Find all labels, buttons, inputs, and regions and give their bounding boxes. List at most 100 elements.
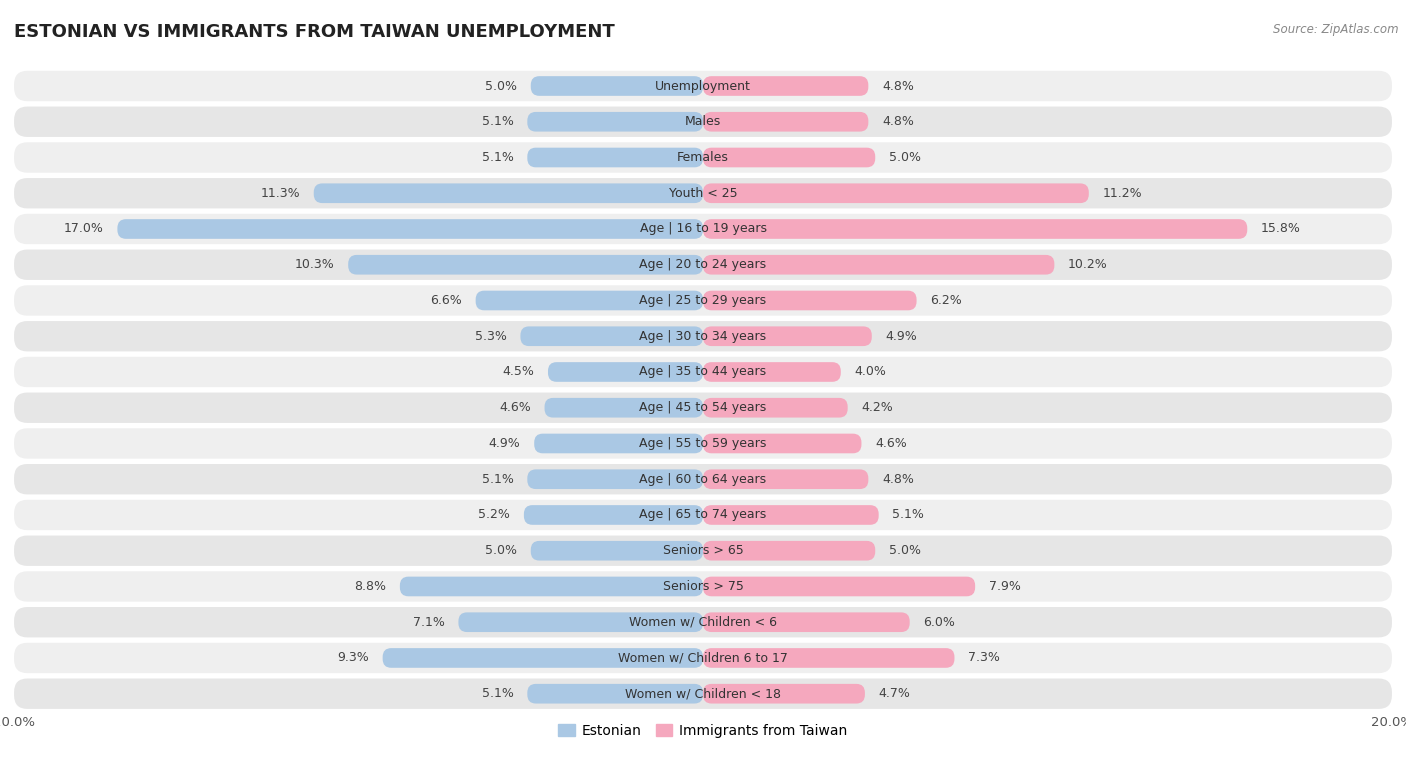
- FancyBboxPatch shape: [544, 398, 703, 418]
- FancyBboxPatch shape: [14, 357, 1392, 387]
- Text: 5.1%: 5.1%: [482, 687, 513, 700]
- FancyBboxPatch shape: [14, 572, 1392, 602]
- Text: 4.6%: 4.6%: [875, 437, 907, 450]
- Text: Males: Males: [685, 115, 721, 128]
- Text: 5.1%: 5.1%: [482, 151, 513, 164]
- FancyBboxPatch shape: [703, 612, 910, 632]
- FancyBboxPatch shape: [703, 398, 848, 418]
- FancyBboxPatch shape: [382, 648, 703, 668]
- FancyBboxPatch shape: [14, 285, 1392, 316]
- FancyBboxPatch shape: [399, 577, 703, 597]
- FancyBboxPatch shape: [531, 541, 703, 560]
- FancyBboxPatch shape: [703, 541, 875, 560]
- Text: Age | 25 to 29 years: Age | 25 to 29 years: [640, 294, 766, 307]
- Text: ESTONIAN VS IMMIGRANTS FROM TAIWAN UNEMPLOYMENT: ESTONIAN VS IMMIGRANTS FROM TAIWAN UNEMP…: [14, 23, 614, 41]
- FancyBboxPatch shape: [14, 250, 1392, 280]
- Text: 5.0%: 5.0%: [485, 79, 517, 92]
- FancyBboxPatch shape: [703, 255, 1054, 275]
- Text: Women w/ Children 6 to 17: Women w/ Children 6 to 17: [619, 652, 787, 665]
- Text: 11.3%: 11.3%: [260, 187, 299, 200]
- Text: 4.2%: 4.2%: [862, 401, 893, 414]
- Text: 4.0%: 4.0%: [855, 366, 886, 378]
- FancyBboxPatch shape: [703, 577, 976, 597]
- Text: 9.3%: 9.3%: [337, 652, 368, 665]
- Text: Age | 20 to 24 years: Age | 20 to 24 years: [640, 258, 766, 271]
- Text: 5.0%: 5.0%: [889, 544, 921, 557]
- FancyBboxPatch shape: [14, 535, 1392, 566]
- Text: Age | 60 to 64 years: Age | 60 to 64 years: [640, 472, 766, 486]
- FancyBboxPatch shape: [14, 71, 1392, 101]
- Text: Age | 35 to 44 years: Age | 35 to 44 years: [640, 366, 766, 378]
- FancyBboxPatch shape: [703, 112, 869, 132]
- FancyBboxPatch shape: [14, 393, 1392, 423]
- FancyBboxPatch shape: [703, 684, 865, 703]
- Text: 17.0%: 17.0%: [63, 223, 104, 235]
- FancyBboxPatch shape: [531, 76, 703, 96]
- Text: Females: Females: [678, 151, 728, 164]
- Text: 6.6%: 6.6%: [430, 294, 461, 307]
- FancyBboxPatch shape: [703, 148, 875, 167]
- FancyBboxPatch shape: [548, 362, 703, 382]
- FancyBboxPatch shape: [524, 505, 703, 525]
- FancyBboxPatch shape: [703, 76, 869, 96]
- FancyBboxPatch shape: [527, 112, 703, 132]
- Text: 6.0%: 6.0%: [924, 615, 955, 629]
- Legend: Estonian, Immigrants from Taiwan: Estonian, Immigrants from Taiwan: [553, 718, 853, 743]
- FancyBboxPatch shape: [14, 142, 1392, 173]
- Text: Women w/ Children < 6: Women w/ Children < 6: [628, 615, 778, 629]
- FancyBboxPatch shape: [14, 678, 1392, 709]
- FancyBboxPatch shape: [703, 362, 841, 382]
- Text: 7.1%: 7.1%: [413, 615, 444, 629]
- Text: 4.8%: 4.8%: [882, 472, 914, 486]
- FancyBboxPatch shape: [14, 321, 1392, 351]
- FancyBboxPatch shape: [703, 648, 955, 668]
- Text: 4.8%: 4.8%: [882, 79, 914, 92]
- Text: Age | 30 to 34 years: Age | 30 to 34 years: [640, 330, 766, 343]
- Text: 10.2%: 10.2%: [1069, 258, 1108, 271]
- FancyBboxPatch shape: [527, 469, 703, 489]
- FancyBboxPatch shape: [520, 326, 703, 346]
- Text: 4.9%: 4.9%: [886, 330, 917, 343]
- FancyBboxPatch shape: [527, 684, 703, 703]
- FancyBboxPatch shape: [14, 607, 1392, 637]
- Text: 5.1%: 5.1%: [482, 472, 513, 486]
- FancyBboxPatch shape: [534, 434, 703, 453]
- Text: 5.0%: 5.0%: [889, 151, 921, 164]
- Text: Age | 45 to 54 years: Age | 45 to 54 years: [640, 401, 766, 414]
- Text: 7.9%: 7.9%: [988, 580, 1021, 593]
- Text: Age | 65 to 74 years: Age | 65 to 74 years: [640, 509, 766, 522]
- Text: 5.0%: 5.0%: [485, 544, 517, 557]
- FancyBboxPatch shape: [703, 326, 872, 346]
- Text: 8.8%: 8.8%: [354, 580, 387, 593]
- Text: 6.2%: 6.2%: [931, 294, 962, 307]
- Text: 5.1%: 5.1%: [893, 509, 924, 522]
- Text: Women w/ Children < 18: Women w/ Children < 18: [626, 687, 780, 700]
- FancyBboxPatch shape: [14, 107, 1392, 137]
- FancyBboxPatch shape: [703, 469, 869, 489]
- Text: 5.1%: 5.1%: [482, 115, 513, 128]
- FancyBboxPatch shape: [14, 643, 1392, 673]
- Text: 10.3%: 10.3%: [295, 258, 335, 271]
- FancyBboxPatch shape: [314, 183, 703, 203]
- Text: Age | 16 to 19 years: Age | 16 to 19 years: [640, 223, 766, 235]
- FancyBboxPatch shape: [117, 220, 703, 238]
- Text: 5.2%: 5.2%: [478, 509, 510, 522]
- Text: 15.8%: 15.8%: [1261, 223, 1301, 235]
- Text: Source: ZipAtlas.com: Source: ZipAtlas.com: [1274, 23, 1399, 36]
- FancyBboxPatch shape: [703, 220, 1247, 238]
- Text: Age | 55 to 59 years: Age | 55 to 59 years: [640, 437, 766, 450]
- Text: 11.2%: 11.2%: [1102, 187, 1142, 200]
- FancyBboxPatch shape: [14, 178, 1392, 208]
- Text: 4.5%: 4.5%: [502, 366, 534, 378]
- Text: 5.3%: 5.3%: [475, 330, 506, 343]
- FancyBboxPatch shape: [703, 183, 1088, 203]
- FancyBboxPatch shape: [703, 434, 862, 453]
- Text: Seniors > 75: Seniors > 75: [662, 580, 744, 593]
- Text: 4.9%: 4.9%: [489, 437, 520, 450]
- Text: Seniors > 65: Seniors > 65: [662, 544, 744, 557]
- FancyBboxPatch shape: [14, 500, 1392, 530]
- Text: 4.8%: 4.8%: [882, 115, 914, 128]
- FancyBboxPatch shape: [703, 291, 917, 310]
- Text: 4.7%: 4.7%: [879, 687, 911, 700]
- FancyBboxPatch shape: [14, 428, 1392, 459]
